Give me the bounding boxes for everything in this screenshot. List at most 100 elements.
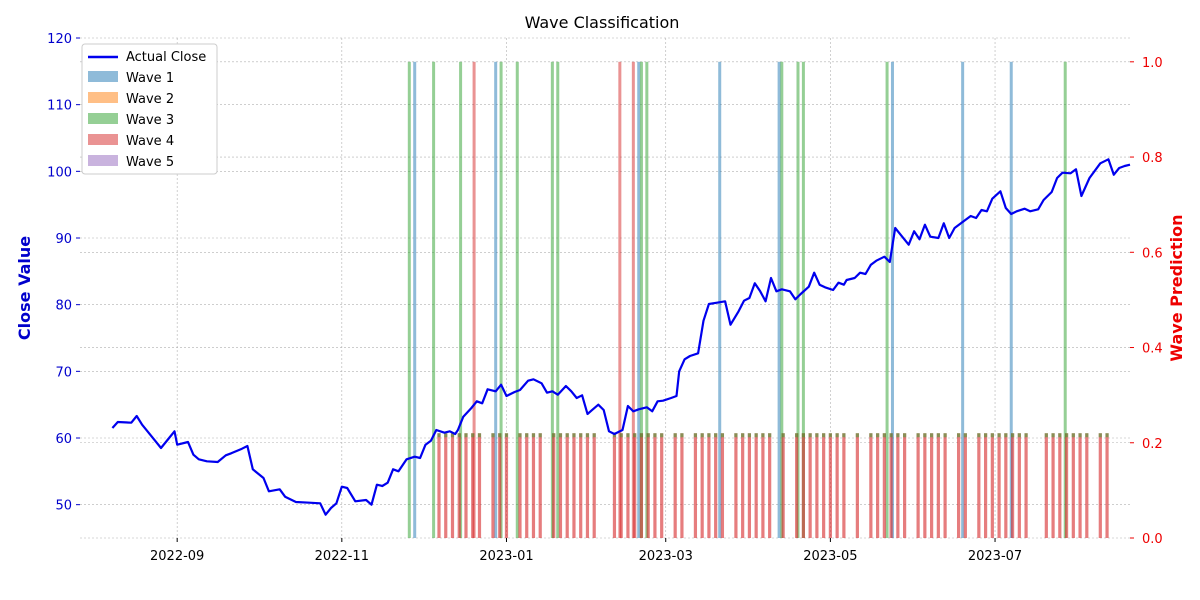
wave-probability-cap: [720, 433, 725, 438]
wave-probability-cap: [1058, 433, 1062, 438]
x-tick-label: 2022-11: [315, 549, 369, 564]
legend-label-wave-1: Wave 1: [126, 71, 174, 86]
wave-probability-cap: [903, 433, 907, 438]
wave-probability-bar: [963, 433, 967, 538]
wave-probability-bar: [795, 433, 799, 538]
wave-probability-bar: [768, 433, 772, 538]
wave-probability-bar: [983, 433, 988, 538]
wave-probability-bar: [1058, 433, 1062, 538]
wave-1-marker: [494, 61, 498, 539]
wave-probability-bar: [450, 433, 455, 538]
wave-1-marker: [637, 61, 641, 539]
wave-probability-cap: [592, 433, 596, 438]
wave-probability-bar: [734, 433, 738, 538]
wave-probability-bar: [943, 433, 947, 538]
wave-probability-bar: [842, 433, 846, 538]
wave-probability-bar: [1064, 433, 1069, 538]
wave-probability-cap: [531, 433, 536, 438]
legend-label-actual-close: Actual Close: [126, 50, 206, 65]
y-left-tick-label: 70: [55, 365, 72, 380]
wave-probability-bar: [1085, 433, 1089, 538]
wave-probability-bar: [552, 433, 556, 538]
wave-probability-cap: [781, 433, 785, 438]
wave-probability-bar: [579, 433, 583, 538]
wave-probability-cap: [1044, 433, 1048, 438]
wave-4-marker: [618, 61, 622, 539]
y-left-tick-label: 90: [55, 232, 72, 247]
wave-probability-cap: [1017, 433, 1021, 438]
wave-probability-bar: [1044, 433, 1048, 538]
wave-probability-bar: [660, 433, 664, 538]
legend-swatch-wave-3: [88, 113, 118, 124]
wave-probability-cap: [660, 433, 664, 438]
y-left-tick-label: 80: [55, 299, 72, 314]
wave-probability-bar: [903, 433, 907, 538]
wave-probability-bar: [626, 433, 630, 538]
wave-probability-bar: [1051, 433, 1055, 538]
wave-3-marker: [407, 61, 411, 539]
wave-probability-cap: [1078, 433, 1082, 438]
wave-3-marker: [459, 61, 463, 539]
wave-probability-bar: [1010, 433, 1015, 538]
wave-probability-cap: [842, 433, 846, 438]
wave-probability-bar: [747, 433, 752, 538]
wave-probability-bar: [437, 433, 441, 538]
wave-probability-bar: [761, 433, 765, 538]
wave-probability-cap: [815, 433, 819, 438]
wave-probability-cap: [714, 433, 718, 438]
wave-probability-cap: [1071, 433, 1075, 438]
legend-label-wave-2: Wave 2: [126, 92, 174, 107]
wave-probability-bar: [504, 433, 509, 538]
wave-probability-bar: [572, 433, 576, 538]
wave-probability-bar: [808, 433, 812, 538]
wave-probability-cap: [1024, 433, 1028, 438]
wave-probability-bar: [882, 433, 886, 538]
wave-probability-bar: [700, 433, 704, 538]
legend-swatch-wave-2: [88, 92, 118, 103]
legend-swatch-wave-4: [88, 134, 118, 145]
wave-probability-cap: [572, 433, 576, 438]
wave-probability-bar: [477, 433, 482, 538]
wave-probability-cap: [855, 433, 859, 438]
wave-probability-bar: [1098, 433, 1102, 538]
wave-probability-cap: [930, 433, 934, 438]
y-left-tick-label: 100: [47, 165, 72, 180]
wave-probability-cap: [646, 433, 650, 438]
wave-4-marker: [631, 61, 635, 539]
grid: [80, 37, 1130, 539]
wave-probability-cap: [619, 433, 623, 438]
wave-probability-cap: [977, 433, 981, 438]
wave-probability-cap: [552, 433, 556, 438]
wave-3-marker: [1063, 61, 1067, 539]
wave-probability-cap: [612, 433, 617, 438]
wave-probability-cap: [916, 433, 920, 438]
wave-probability-cap: [680, 433, 684, 438]
wave-1-marker: [413, 61, 417, 539]
wave-probability-bar: [693, 433, 698, 538]
y-left-tick-label: 50: [55, 499, 72, 514]
wave-probability-bar: [1004, 433, 1008, 538]
wave-probability-cap: [943, 433, 947, 438]
wave-probability-bar: [801, 433, 805, 538]
wave-probability-cap: [761, 433, 765, 438]
wave-probability-cap: [896, 433, 900, 438]
wave-probability-bar: [444, 433, 448, 538]
wave-probability-bar: [741, 433, 745, 538]
legend-label-wave-5: Wave 5: [126, 155, 174, 170]
wave-probability-cap: [956, 433, 961, 438]
wave-probability-cap: [437, 433, 441, 438]
wave-probability-bar: [916, 433, 920, 538]
wave-probability-bar: [457, 433, 461, 538]
y-left-tick-label: 110: [47, 99, 72, 114]
wave-probability-bar: [754, 433, 758, 538]
wave-probability-cap: [633, 433, 637, 438]
wave-probability-cap: [1085, 433, 1089, 438]
wave-3-marker: [645, 61, 649, 539]
wave-probability-bar: [653, 433, 657, 538]
wave-probability-bar: [1105, 433, 1109, 538]
wave-probability-cap: [477, 433, 482, 438]
wave-probability-cap: [450, 433, 455, 438]
wave-probability-bar: [977, 433, 981, 538]
wave-probability-bar: [680, 433, 684, 538]
wave-3-marker: [801, 61, 805, 539]
